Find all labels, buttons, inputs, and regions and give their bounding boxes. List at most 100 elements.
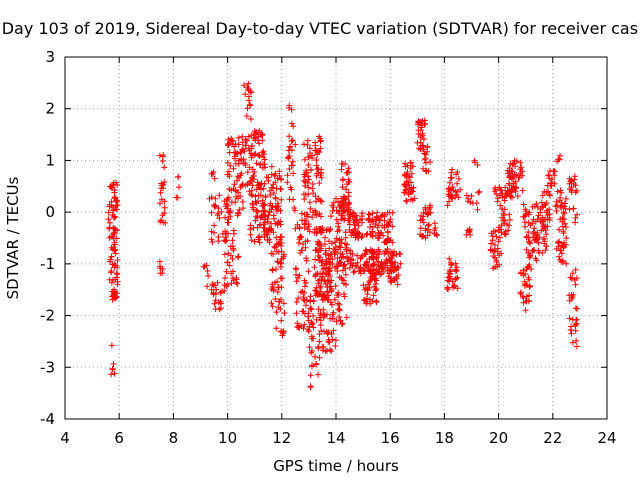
data-point [525, 238, 532, 245]
data-point [384, 221, 391, 228]
data-point [556, 156, 563, 163]
data-point [278, 328, 285, 335]
data-point [237, 149, 244, 156]
data-point [567, 274, 574, 281]
data-point [422, 155, 429, 162]
data-point [260, 185, 267, 192]
data-point [317, 283, 324, 290]
data-point [204, 283, 211, 290]
data-point [209, 239, 216, 245]
data-point [391, 267, 398, 273]
data-point [522, 206, 529, 213]
data-point [449, 192, 455, 199]
data-point [493, 191, 500, 197]
data-point [563, 224, 569, 231]
data-point [571, 173, 578, 180]
data-point [337, 317, 344, 324]
data-point [276, 172, 283, 179]
data-point [266, 226, 273, 233]
data-point [563, 235, 570, 242]
y-tick-label: -1 [40, 255, 55, 273]
data-point [417, 127, 424, 134]
data-point [334, 292, 340, 299]
data-point [327, 346, 333, 353]
data-point [360, 282, 367, 289]
data-point [363, 285, 369, 292]
data-point [366, 267, 373, 274]
data-point [409, 188, 415, 195]
data-point [332, 337, 339, 344]
data-point [236, 206, 243, 213]
data-point [247, 178, 254, 185]
data-point [114, 257, 121, 263]
data-point [468, 193, 475, 199]
data-point [311, 264, 318, 271]
x-tick-label: 22 [543, 429, 562, 447]
data-point [222, 214, 229, 221]
data-point [216, 306, 223, 313]
data-point [234, 150, 241, 157]
data-point [346, 169, 353, 176]
data-point [354, 252, 361, 259]
data-point [329, 208, 336, 214]
data-point [558, 250, 565, 257]
data-point [105, 209, 112, 216]
data-point [157, 189, 164, 196]
data-point [376, 216, 383, 223]
y-tick-label: 1 [45, 151, 55, 169]
data-point [388, 258, 395, 265]
data-point [252, 193, 259, 200]
data-point [106, 234, 113, 241]
data-point [290, 123, 297, 130]
data-point [345, 189, 352, 196]
data-point [235, 210, 242, 217]
data-point [424, 143, 431, 150]
data-point [502, 231, 509, 238]
data-point [427, 202, 434, 209]
data-point [110, 214, 117, 221]
data-point [531, 225, 538, 232]
data-point [208, 209, 215, 216]
data-point [568, 275, 575, 282]
data-point [273, 325, 280, 332]
data-point [303, 167, 309, 174]
data-point [359, 233, 366, 239]
data-point [306, 228, 313, 235]
data-point [111, 187, 118, 193]
data-point [260, 148, 267, 155]
data-point [408, 170, 415, 177]
data-point [227, 162, 234, 169]
data-point [341, 280, 347, 287]
data-point [340, 253, 347, 260]
data-point [308, 306, 315, 313]
data-point [235, 195, 241, 202]
data-point [204, 268, 211, 274]
data-point [212, 195, 219, 202]
data-point [255, 234, 262, 241]
data-point [494, 245, 501, 252]
data-point [490, 253, 497, 259]
data-point [321, 241, 328, 248]
data-point [353, 263, 360, 270]
data-point [384, 262, 391, 269]
x-tick-labels: 4 6 8 10 12 14 16 18 20 22 24 [60, 429, 616, 447]
data-point [329, 301, 335, 308]
data-point [252, 198, 259, 205]
data-point [444, 284, 451, 291]
data-point [261, 151, 268, 157]
data-point [312, 139, 319, 146]
data-point [228, 187, 235, 194]
data-point [311, 207, 318, 214]
data-point [454, 285, 461, 292]
data-point [245, 133, 252, 140]
data-point [378, 270, 385, 277]
data-point [293, 299, 300, 305]
data-point [497, 202, 504, 209]
data-point [248, 192, 255, 199]
data-point [466, 226, 473, 233]
data-point [506, 216, 513, 223]
data-point [111, 260, 118, 267]
data-point [306, 176, 312, 183]
data-point [498, 250, 505, 257]
data-point [330, 327, 337, 334]
